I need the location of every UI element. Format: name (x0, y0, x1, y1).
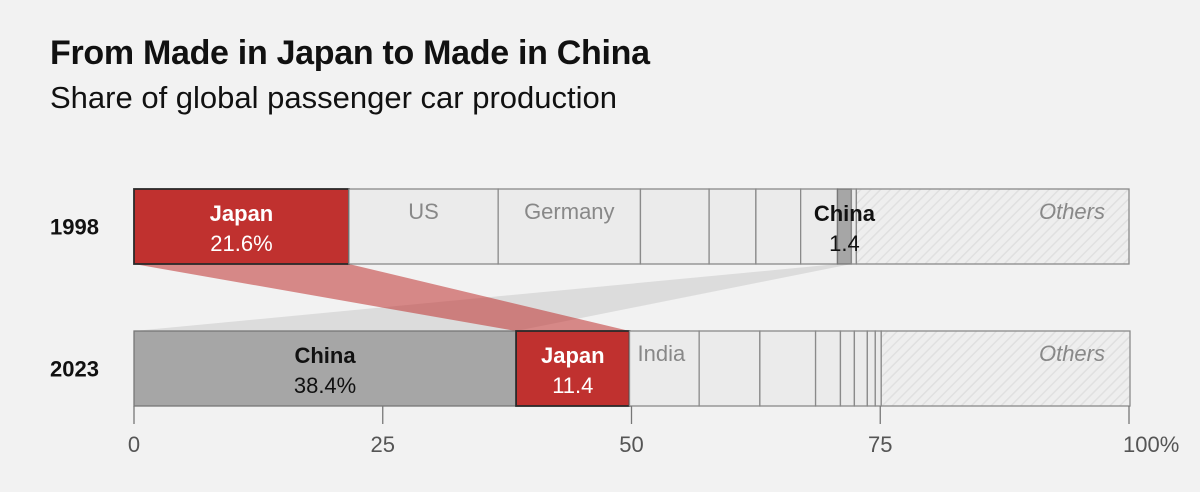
bar-segment-1998-germany (497, 188, 642, 265)
tick-label-50: 50 (619, 432, 643, 457)
label-2023-others: Others (1039, 341, 1105, 366)
year-label-2023: 2023 (50, 357, 99, 382)
label-2023-india: India (638, 341, 686, 366)
value-label-2023-china: 38.4% (294, 373, 356, 398)
year-label-1998: 1998 (50, 215, 99, 240)
value-label-1998-japan: 21.6% (210, 231, 272, 256)
label-2023-japan: Japan (541, 343, 605, 368)
value-label-2023-japan: 11.4 (552, 373, 593, 398)
tick-label-100: 100% (1123, 432, 1179, 457)
value-label-1998-china: 1.4 (829, 231, 860, 256)
bar-segment-2023-china (133, 330, 517, 407)
label-1998-japan: Japan (210, 201, 274, 226)
bar-segment-1998-other-5 (755, 188, 802, 265)
tick-label-25: 25 (371, 432, 395, 457)
bar-segment-1998-others (855, 188, 1130, 265)
bar-segment-1998-other-3 (639, 188, 710, 265)
label-2023-china: China (294, 343, 356, 368)
label-1998-china: China (814, 201, 876, 226)
bar-segment-1998-japan (133, 188, 350, 265)
bar-segment-2023-other-7 (853, 330, 868, 407)
connector-layer (134, 264, 852, 331)
bar-segment-2023-other-8 (866, 330, 876, 407)
china-connector (134, 264, 852, 331)
x-axis: 0 25 50 75 100% (128, 406, 1179, 457)
japan-connector (134, 264, 630, 331)
label-1998-others: Others (1039, 199, 1105, 224)
bar-segment-1998-other-6 (800, 188, 839, 265)
bar-segment-1998-us (348, 188, 499, 265)
tick-label-0: 0 (128, 432, 140, 457)
bar-segment-1998-other-4 (708, 188, 757, 265)
bar-segment-2023-others (880, 330, 1131, 407)
label-1998-us: US (408, 199, 439, 224)
chart-title: From Made in Japan to Made in China (50, 34, 650, 72)
bar-segment-2023-india (628, 330, 700, 407)
chart-subtitle: Share of global passenger car production (50, 80, 617, 115)
bar-segment-2023-other-9 (874, 330, 882, 407)
bar-segment-2023-other-6 (839, 330, 856, 407)
tick-label-75: 75 (868, 432, 892, 457)
label-1998-germany: Germany (524, 199, 614, 224)
bars-layer: 1998 Japan 21.6% US Germany China 1.4 Others 202… (50, 188, 1131, 407)
bar-segment-2023-other-4 (759, 330, 817, 407)
bar-segment-2023-japan (515, 330, 631, 407)
bar-segment-2023-other-3 (698, 330, 761, 407)
bar-segment-2023-other-5 (814, 330, 842, 407)
